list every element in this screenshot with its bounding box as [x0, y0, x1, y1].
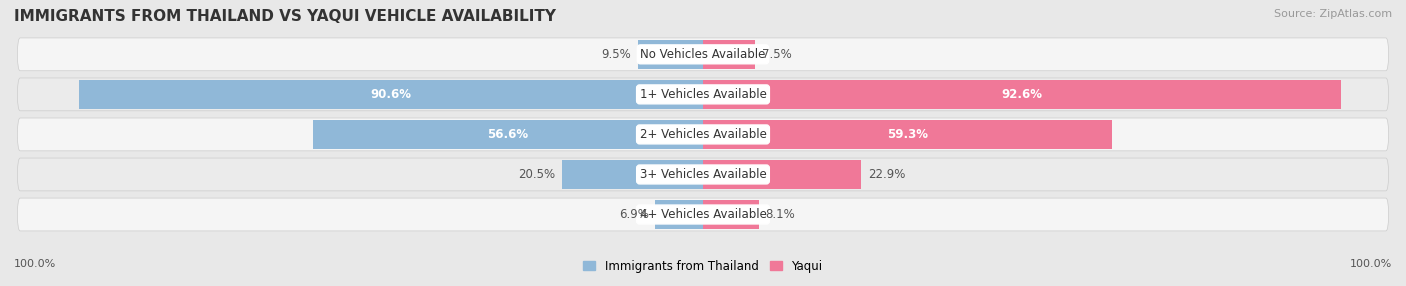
Text: 1+ Vehicles Available: 1+ Vehicles Available — [640, 88, 766, 101]
FancyBboxPatch shape — [17, 158, 1389, 191]
Text: 4+ Vehicles Available: 4+ Vehicles Available — [640, 208, 766, 221]
Bar — [655, 200, 703, 229]
Text: 7.5%: 7.5% — [762, 48, 792, 61]
Text: 22.9%: 22.9% — [868, 168, 905, 181]
Text: 56.6%: 56.6% — [488, 128, 529, 141]
Bar — [314, 120, 703, 149]
Legend: Immigrants from Thailand, Yaqui: Immigrants from Thailand, Yaqui — [583, 260, 823, 273]
FancyBboxPatch shape — [17, 198, 1389, 231]
Bar — [637, 40, 703, 69]
Bar — [703, 80, 1341, 109]
Text: 3+ Vehicles Available: 3+ Vehicles Available — [640, 168, 766, 181]
FancyBboxPatch shape — [17, 38, 1389, 71]
Text: Source: ZipAtlas.com: Source: ZipAtlas.com — [1274, 9, 1392, 19]
Text: 100.0%: 100.0% — [1350, 259, 1392, 269]
Text: IMMIGRANTS FROM THAILAND VS YAQUI VEHICLE AVAILABILITY: IMMIGRANTS FROM THAILAND VS YAQUI VEHICL… — [14, 9, 555, 23]
FancyBboxPatch shape — [17, 118, 1389, 151]
Text: 6.9%: 6.9% — [619, 208, 648, 221]
Text: 100.0%: 100.0% — [14, 259, 56, 269]
Bar — [703, 120, 1112, 149]
Text: 2+ Vehicles Available: 2+ Vehicles Available — [640, 128, 766, 141]
Text: No Vehicles Available: No Vehicles Available — [640, 48, 766, 61]
Bar — [562, 160, 703, 189]
Bar — [703, 160, 860, 189]
Bar — [703, 200, 759, 229]
Text: 20.5%: 20.5% — [517, 168, 555, 181]
Bar — [703, 40, 755, 69]
Text: 59.3%: 59.3% — [887, 128, 928, 141]
Text: 8.1%: 8.1% — [766, 208, 796, 221]
FancyBboxPatch shape — [17, 78, 1389, 111]
Text: 9.5%: 9.5% — [600, 48, 631, 61]
Bar — [79, 80, 703, 109]
Text: 90.6%: 90.6% — [370, 88, 412, 101]
Text: 92.6%: 92.6% — [1001, 88, 1042, 101]
